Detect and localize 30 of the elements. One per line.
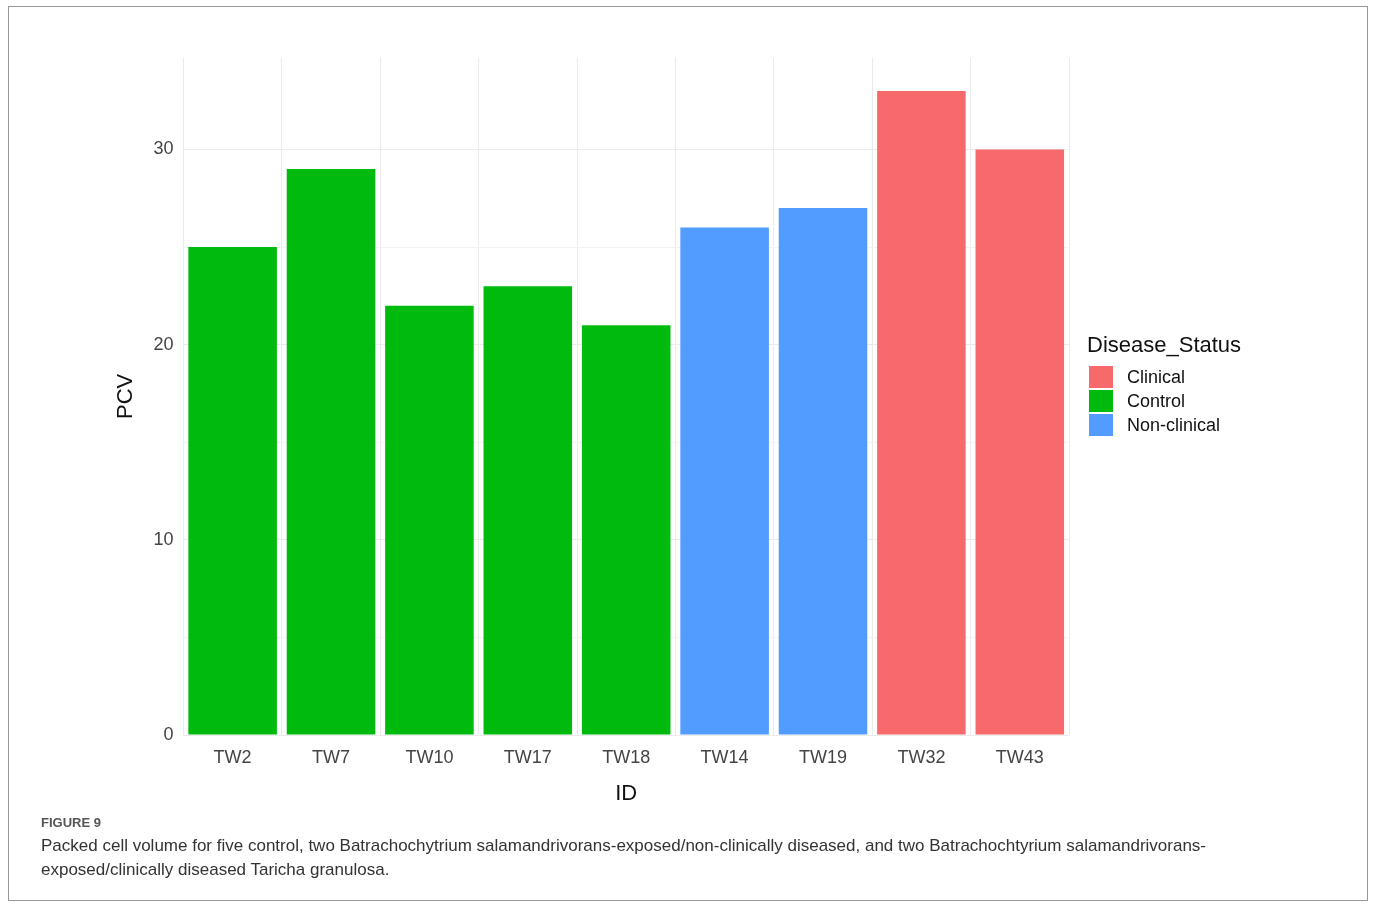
y-axis-title: PCV <box>112 373 138 420</box>
bar <box>385 305 474 735</box>
bar <box>680 227 769 735</box>
x-axis-title: ID <box>615 779 638 805</box>
legend-label: Clinical <box>1127 366 1186 388</box>
x-tick-label: TW43 <box>995 746 1044 767</box>
x-tick-label: TW14 <box>700 746 749 767</box>
bar <box>975 149 1065 735</box>
bar <box>778 208 868 735</box>
x-tick-label: TW17 <box>503 746 552 767</box>
y-tick-label: 20 <box>153 333 174 354</box>
x-tick-label: TW19 <box>799 746 848 767</box>
y-tick-label: 10 <box>153 528 174 549</box>
x-tick-label: TW10 <box>405 746 454 767</box>
x-tick-label: TW2 <box>213 746 252 767</box>
legend-title: Disease_Status <box>1087 332 1242 358</box>
caption: FIGURE 9 <box>41 815 102 830</box>
bar <box>188 247 277 735</box>
bar <box>581 325 671 735</box>
bar <box>483 286 573 735</box>
x-tick-label: TW32 <box>897 746 946 767</box>
bar <box>286 169 376 735</box>
legend-label: Non-clinical <box>1127 414 1221 436</box>
y-tick-label: 0 <box>163 723 174 744</box>
legend-label: Control <box>1127 390 1186 412</box>
text: Packed cell volume for five control, two Batrachochytrium salamandrivorans-exposed/non-clinically diseased, and two Batrachochtyrium salamandrivorans- exposed/clinically diseased Taricha granulosa. <box>41 835 1208 881</box>
bar <box>877 90 966 735</box>
x-tick-label: TW18 <box>602 746 651 767</box>
x-tick-label: TW7 <box>312 746 351 767</box>
y-tick-label: 30 <box>153 138 174 159</box>
